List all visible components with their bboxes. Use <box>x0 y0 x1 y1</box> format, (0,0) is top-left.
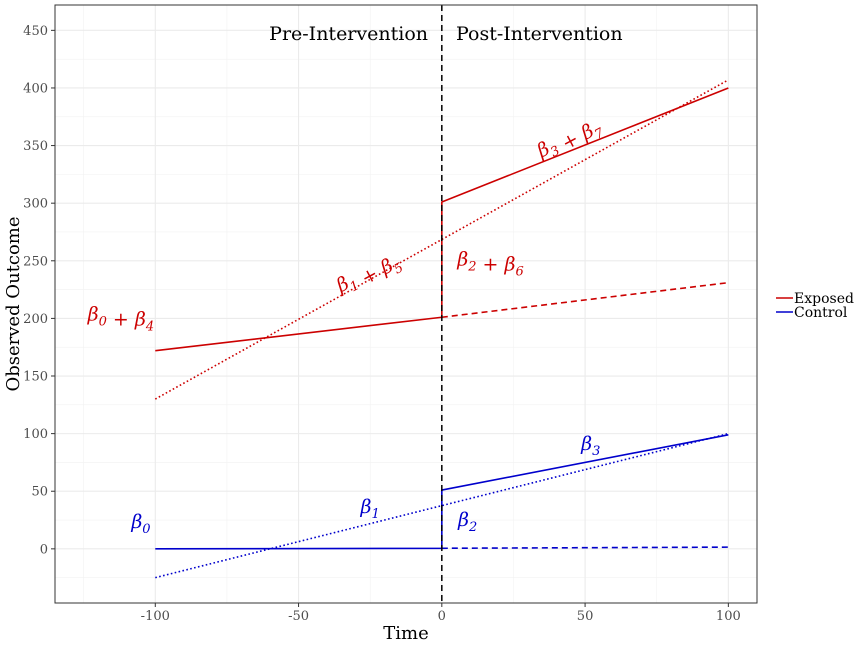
y-tick-label: 0 <box>40 542 48 557</box>
annotation-4: β0 <box>130 511 150 537</box>
axes: -100 -50 0 50 100 0 50 100 150 200 250 300 350 400 450 <box>23 4 758 624</box>
y-tick-label: 50 <box>31 485 48 500</box>
legend-label-control: Control <box>794 305 848 321</box>
post-intervention-label: Post-Intervention <box>456 23 623 45</box>
y-tick-label: 250 <box>23 254 48 269</box>
annotation-6: β2 <box>457 509 477 535</box>
exposed-dotted-line <box>154 79 729 400</box>
y-tick-label: 200 <box>23 312 48 327</box>
x-axis-title: Time <box>383 623 428 644</box>
phase-layer: Pre-Intervention Post-Intervention <box>269 23 622 45</box>
plot-background <box>55 5 757 603</box>
x-tick-label: 100 <box>716 609 741 624</box>
x-tick-label: 0 <box>438 609 446 624</box>
series-layer <box>154 5 729 603</box>
legend-label-exposed: Exposed <box>794 291 854 307</box>
grid-minor <box>55 5 757 603</box>
y-tick-label: 350 <box>23 139 48 154</box>
annotation-0: β0 + β4 <box>87 304 155 335</box>
control-dotted-line <box>155 432 729 579</box>
annotation-7: β3 <box>580 433 600 459</box>
x-tick-label: -100 <box>141 609 170 624</box>
exposed-dashed-line <box>441 281 729 319</box>
x-tick-label: 50 <box>577 609 594 624</box>
pre-intervention-label: Pre-Intervention <box>269 23 428 45</box>
y-tick-label: 150 <box>23 370 48 385</box>
control-dashed-line <box>441 546 729 550</box>
plot-panel <box>55 5 757 603</box>
y-tick-label: 400 <box>23 81 48 96</box>
y-tick-label: 450 <box>23 24 48 39</box>
annotation-5: β1 <box>360 496 380 522</box>
y-axis-title: Observed Outcome <box>3 216 24 391</box>
plot-border <box>54 4 758 604</box>
annotation-2: β2 + β6 <box>456 248 524 279</box>
y-tick-label: 300 <box>23 197 48 212</box>
x-tick-label: -50 <box>288 609 309 624</box>
y-tick-label: 100 <box>23 427 48 442</box>
